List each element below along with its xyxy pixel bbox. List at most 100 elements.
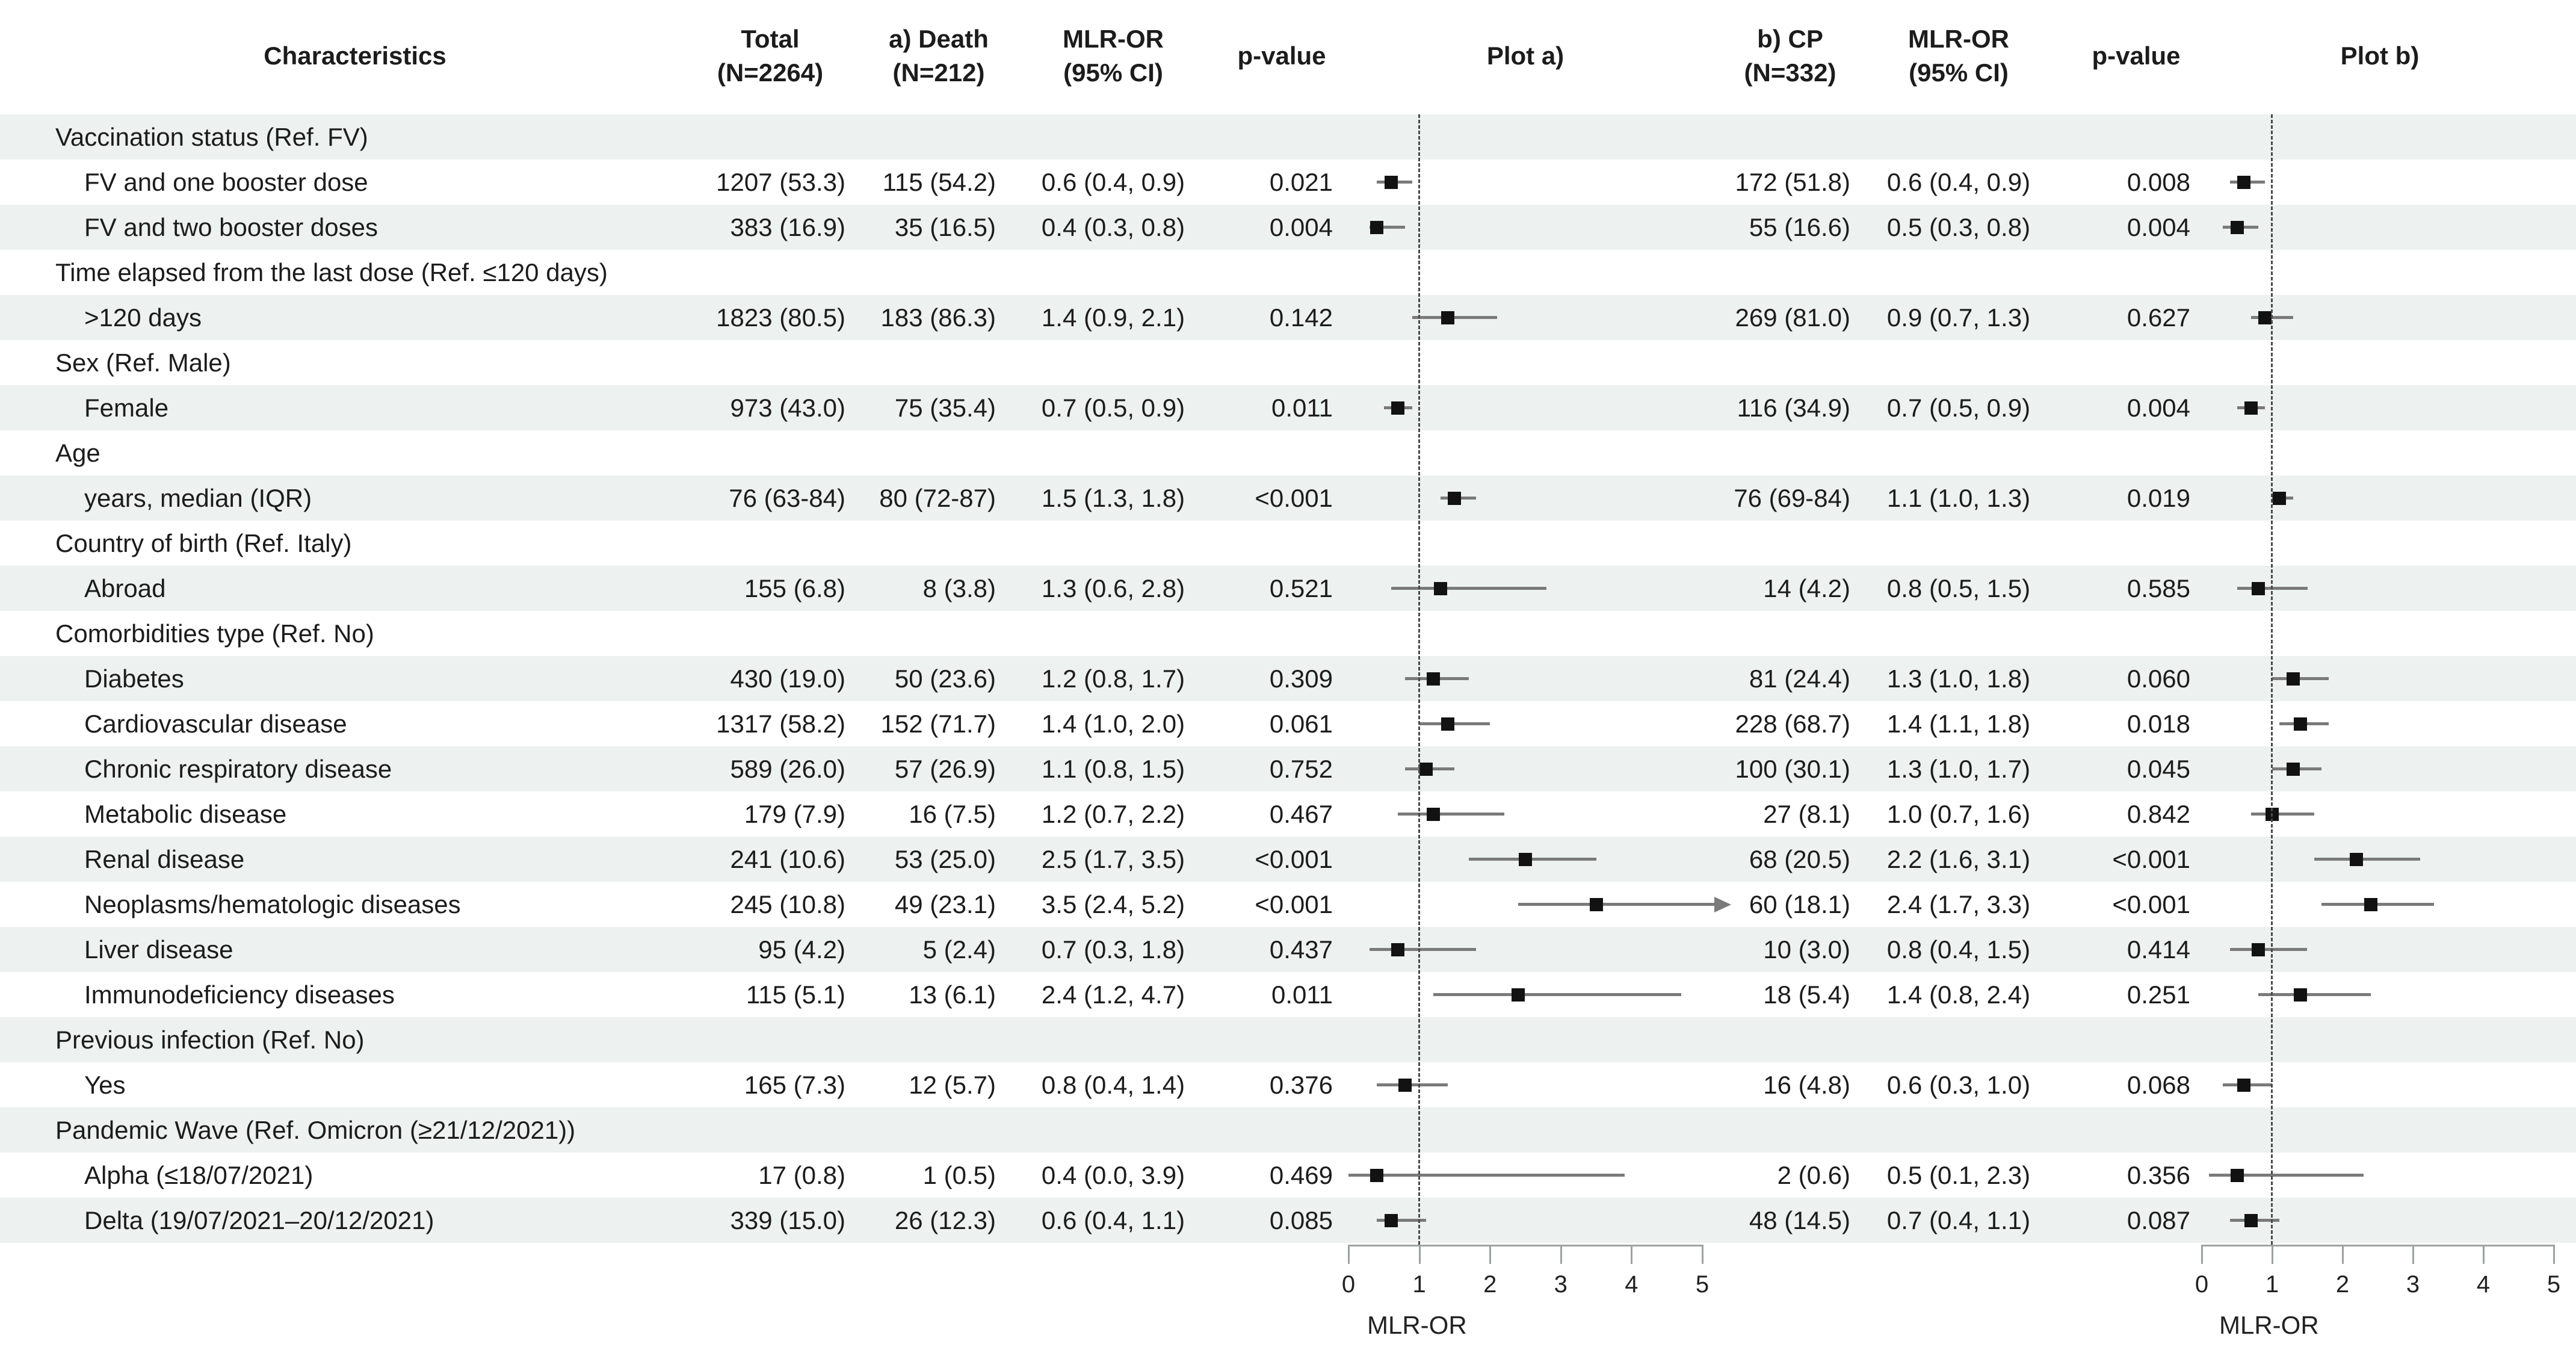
or-marker-a bbox=[1589, 898, 1603, 911]
or-marker-a bbox=[1427, 808, 1441, 821]
p-value-b: 0.019 bbox=[2127, 484, 2190, 512]
death-value: 115 (54.2) bbox=[882, 168, 996, 196]
death-value: 12 (5.7) bbox=[909, 1071, 996, 1099]
row-label: Vaccination status (Ref. FV) bbox=[55, 123, 368, 151]
table-row: Liver disease 95 (4.2) 5 (2.4) 0.7 (0.3, 1.… bbox=[0, 927, 2576, 972]
mlr-or-a-value: 1.3 (0.6, 2.8) bbox=[1041, 574, 1185, 602]
cp-value: 100 (30.1) bbox=[1735, 755, 1850, 783]
ci-line-a bbox=[1412, 316, 1497, 319]
row-label: years, median (IQR) bbox=[84, 484, 312, 512]
row-label: Chronic respiratory disease bbox=[84, 755, 392, 783]
ci-line-b bbox=[2272, 677, 2329, 680]
p-value-a: 0.437 bbox=[1269, 935, 1333, 964]
or-marker-b bbox=[2287, 763, 2300, 776]
or-marker-b bbox=[2258, 311, 2272, 324]
or-marker-a bbox=[1448, 492, 1462, 505]
column-header-label: Characteristics bbox=[264, 42, 446, 70]
cp-value: 14 (4.2) bbox=[1763, 574, 1850, 602]
or-marker-a bbox=[1384, 176, 1398, 189]
ci-line-a bbox=[1518, 903, 1714, 906]
total-value: 179 (7.9) bbox=[744, 800, 845, 828]
row-label: Country of birth (Ref. Italy) bbox=[55, 529, 352, 557]
row-label: >120 days bbox=[84, 303, 202, 332]
mlr-or-b-value: 0.9 (0.7, 1.3) bbox=[1886, 303, 2031, 332]
total-value: 115 (5.1) bbox=[746, 980, 845, 1009]
mlr-or-b-value: 1.1 (1.0, 1.3) bbox=[1886, 484, 2031, 512]
axis-tick bbox=[2553, 1245, 2555, 1264]
axis-tick-label: 4 bbox=[2476, 1271, 2491, 1298]
or-marker-b bbox=[2364, 898, 2377, 911]
axis-tick bbox=[2201, 1245, 2203, 1264]
cp-value: 81 (24.4) bbox=[1749, 664, 1850, 693]
mlr-or-a-value: 1.4 (0.9, 2.1) bbox=[1041, 303, 1185, 332]
or-marker-b bbox=[2293, 717, 2307, 731]
axis-tick bbox=[1702, 1245, 1703, 1264]
axis-tick bbox=[2412, 1245, 2414, 1264]
mlr-or-b-value: 1.0 (0.7, 1.6) bbox=[1886, 800, 2031, 828]
mlr-or-b-value: 0.7 (0.4, 1.1) bbox=[1886, 1206, 2031, 1234]
or-marker-b bbox=[2251, 943, 2265, 956]
mlr-or-b-value: 2.4 (1.7, 3.3) bbox=[1886, 890, 2031, 918]
death-value: 183 (86.3) bbox=[880, 303, 996, 332]
death-value: 50 (23.6) bbox=[894, 664, 996, 693]
mlr-or-b-value: 1.3 (1.0, 1.7) bbox=[1886, 755, 2031, 783]
mlr-or-a-value: 1.2 (0.8, 1.7) bbox=[1041, 664, 1185, 693]
mlr-or-a-value: 1.2 (0.7, 2.2) bbox=[1041, 800, 1185, 828]
group-row: Previous infection (Ref. No) bbox=[0, 1017, 2576, 1062]
p-value-b: 0.585 bbox=[2127, 574, 2190, 602]
cp-value: 48 (14.5) bbox=[1749, 1206, 1850, 1234]
mlr-or-a-value: 1.4 (1.0, 2.0) bbox=[1041, 710, 1185, 738]
death-value: 35 (16.5) bbox=[894, 213, 996, 241]
p-value-a: 0.061 bbox=[1269, 710, 1333, 738]
table-row: Female 973 (43.0) 75 (35.4) 0.7 (0.5, 0.9) 0… bbox=[0, 385, 2576, 430]
death-value: 26 (12.3) bbox=[894, 1206, 996, 1234]
or-marker-b bbox=[2230, 1169, 2244, 1182]
table-row: Cardiovascular disease 1317 (58.2) 152 (71… bbox=[0, 701, 2576, 746]
row-label: Female bbox=[84, 394, 169, 422]
row-label: Time elapsed from the last dose (Ref. ≤1… bbox=[55, 258, 608, 286]
total-value: 1823 (80.5) bbox=[716, 303, 845, 332]
p-value-b: 0.068 bbox=[2127, 1071, 2190, 1099]
p-value-a: 0.521 bbox=[1269, 574, 1333, 602]
p-value-b: <0.001 bbox=[2112, 890, 2190, 918]
total-value: 430 (19.0) bbox=[730, 664, 845, 693]
total-value: 973 (43.0) bbox=[730, 394, 845, 422]
p-value-a: 0.004 bbox=[1269, 213, 1333, 241]
p-value-a: 0.376 bbox=[1269, 1071, 1333, 1099]
column-header-mlr-or-a: MLR-OR (95% CI) bbox=[1023, 17, 1203, 95]
or-marker-b bbox=[2237, 1079, 2251, 1092]
mlr-or-a-value: 2.5 (1.7, 3.5) bbox=[1041, 845, 1185, 873]
axis-tick bbox=[2483, 1245, 2485, 1264]
column-header-sublabel: (N=212) bbox=[892, 58, 985, 87]
or-marker-a bbox=[1419, 763, 1433, 776]
p-value-b: <0.001 bbox=[2112, 845, 2190, 873]
mlr-or-a-value: 0.4 (0.0, 3.9) bbox=[1041, 1161, 1185, 1189]
death-value: 53 (25.0) bbox=[894, 845, 996, 873]
axis-tick-label: 3 bbox=[1554, 1271, 1568, 1298]
ci-line-a bbox=[1377, 1083, 1448, 1086]
axis-tick-label: 2 bbox=[1483, 1271, 1497, 1298]
column-header-label: a) Death bbox=[889, 25, 989, 53]
axis-tick-label: 4 bbox=[1625, 1271, 1639, 1298]
cp-value: 55 (16.6) bbox=[1749, 213, 1850, 241]
mlr-or-b-value: 0.5 (0.1, 2.3) bbox=[1886, 1161, 2031, 1189]
p-value-a: 0.011 bbox=[1271, 394, 1333, 422]
total-value: 1317 (58.2) bbox=[716, 710, 845, 738]
column-header-label: p-value bbox=[2092, 42, 2181, 70]
column-header-label: MLR-OR bbox=[1908, 25, 2009, 53]
p-value-b: 0.018 bbox=[2127, 710, 2190, 738]
mlr-or-a-value: 1.5 (1.3, 1.8) bbox=[1041, 484, 1185, 512]
cp-value: 228 (68.7) bbox=[1735, 710, 1850, 738]
p-value-b: 0.414 bbox=[2127, 935, 2190, 964]
row-label: Sex (Ref. Male) bbox=[55, 348, 231, 377]
mlr-or-b-value: 0.6 (0.4, 0.9) bbox=[1886, 168, 2031, 196]
p-value-a: 0.142 bbox=[1269, 303, 1333, 332]
death-value: 8 (3.8) bbox=[922, 574, 996, 602]
total-value: 76 (63-84) bbox=[729, 484, 845, 512]
reference-line-plot-a bbox=[1418, 114, 1420, 1245]
row-label: Immunodeficiency diseases bbox=[84, 980, 395, 1009]
axis-tick-label: 2 bbox=[2335, 1271, 2350, 1298]
total-value: 155 (6.8) bbox=[744, 574, 845, 602]
column-header-mlr-or-b: MLR-OR (95% CI) bbox=[1868, 17, 2049, 95]
or-marker-b bbox=[2244, 1214, 2258, 1227]
